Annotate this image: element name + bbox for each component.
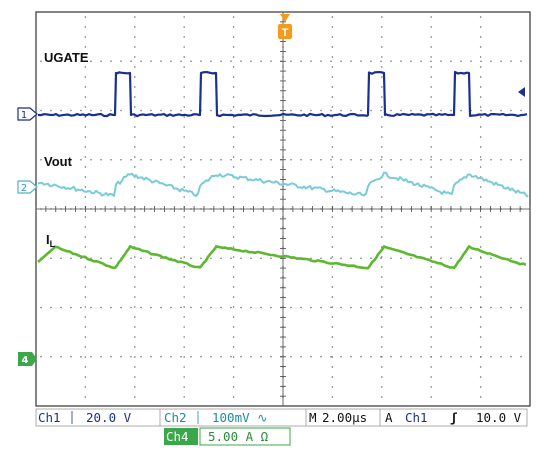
ch2-ground-marker[interactable]: 2 (17, 180, 38, 194)
trigger-source[interactable]: Ch1 (405, 410, 428, 425)
ch1-name: Ch1 (38, 410, 61, 425)
trigger-position-marker[interactable]: T (278, 14, 292, 39)
ch4-name: Ch4 (166, 429, 189, 444)
ch4-ground-marker[interactable]: 4 (18, 352, 37, 366)
svg-text:4: 4 (22, 355, 29, 366)
il-label: IL (46, 232, 56, 249)
svg-text:1: 1 (21, 110, 27, 121)
vout-waveform (37, 171, 529, 198)
il-waveform (37, 245, 527, 270)
timebase-prefix: M (309, 410, 317, 425)
trigger-mode: A (385, 410, 393, 425)
ch4-scale[interactable]: 5.00 A Ω (208, 429, 269, 444)
svg-text:T: T (282, 27, 289, 39)
ch1-ground-marker[interactable]: 1 (17, 107, 38, 121)
ch1-scale[interactable]: 20.0 V (86, 410, 132, 425)
trigger-level[interactable]: 10.0 V (476, 410, 522, 425)
ugate-label: UGATE (44, 50, 89, 65)
ugate-waveform (37, 70, 528, 118)
timebase-value[interactable]: 2.00μs (322, 410, 367, 425)
ch2-scale[interactable]: 100mV ∿ (212, 410, 268, 425)
ch2-name: Ch2 (164, 410, 187, 425)
readout-bar: Ch1 20.0 V Ch2 100mV ∿ M 2.00μs A Ch1 ʃ … (35, 408, 528, 427)
svg-text:2: 2 (21, 183, 27, 194)
ch4-readout: Ch4 5.00 A Ω (164, 427, 291, 446)
trigger-level-marker[interactable] (518, 87, 525, 97)
trigger-slope-icon[interactable]: ʃ (450, 410, 458, 425)
graticule-grid (35, 11, 531, 406)
vout-label: Vout (44, 154, 73, 169)
